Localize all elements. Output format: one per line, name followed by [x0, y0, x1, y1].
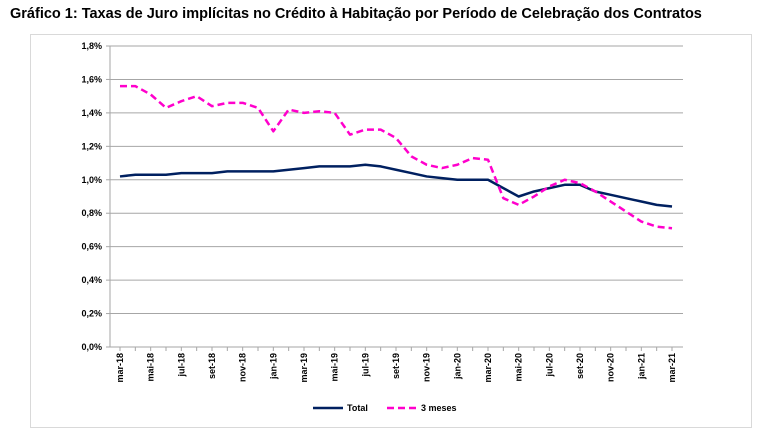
x-tick-label: jul-19: [360, 353, 370, 378]
x-tick-label: mai-20: [514, 353, 524, 382]
x-tick-label: mai-19: [330, 353, 340, 382]
x-tick-label: jan-20: [452, 353, 462, 380]
x-tick-label: jan-19: [268, 353, 278, 380]
chart-title: Gráfico 1: Taxas de Juro implícitas no C…: [10, 6, 702, 22]
y-tick-label: 0,2%: [81, 309, 102, 319]
x-tick-label: jan-21: [636, 353, 646, 380]
y-tick-label: 1,2%: [81, 141, 102, 151]
x-tick-label: mar-21: [667, 353, 677, 383]
series-line-total: [119, 163, 673, 208]
x-tick-label: nov-20: [606, 353, 616, 382]
x-tick-label: jul-20: [544, 353, 554, 378]
x-tick-label: mar-20: [483, 353, 493, 383]
y-tick-label: 0,8%: [81, 208, 102, 218]
legend-label: Total: [347, 403, 368, 413]
x-tick-label: set-18: [207, 353, 217, 379]
y-tick-label: 0,4%: [81, 275, 102, 285]
y-tick-label: 0,6%: [81, 242, 102, 252]
y-tick-label: 1,4%: [81, 108, 102, 118]
y-tick-label: 0,0%: [81, 342, 102, 352]
chart-frame: [30, 34, 752, 428]
x-tick-label: jul-18: [176, 353, 186, 378]
legend-label: 3 meses: [421, 403, 457, 413]
x-tick-label: set-19: [391, 353, 401, 379]
x-tick-label: mar-19: [299, 353, 309, 383]
x-tick-label: mai-18: [146, 353, 156, 382]
y-tick-label: 1,6%: [81, 74, 102, 84]
y-tick-label: 1,8%: [81, 41, 102, 51]
x-tick-label: set-20: [575, 353, 585, 379]
series-line-3-meses: [120, 84, 673, 230]
y-tick-label: 1,0%: [81, 175, 102, 185]
x-tick-label: nov-19: [422, 353, 432, 382]
x-tick-label: mar-18: [115, 353, 125, 383]
x-tick-label: nov-18: [238, 353, 248, 382]
